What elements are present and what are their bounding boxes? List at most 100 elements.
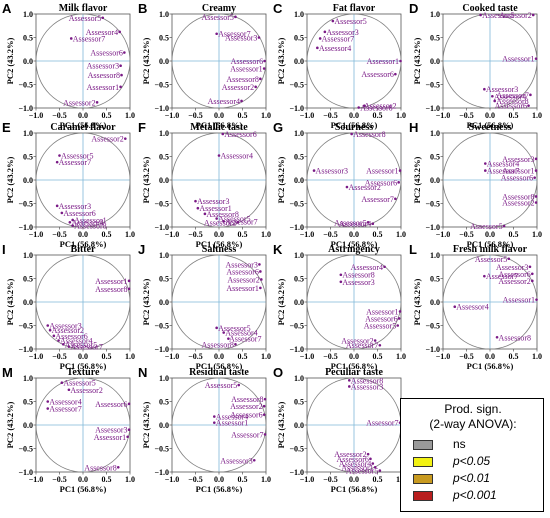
loading-label-assessor7: Assessor7 bbox=[73, 34, 105, 43]
y-tick-label: 1.0 bbox=[294, 10, 304, 19]
loading-label-assessor3: Assessor3 bbox=[225, 260, 257, 269]
loading-point-assessor8 bbox=[127, 287, 131, 291]
legend-title-line2: (2-way ANOVA): bbox=[429, 417, 517, 431]
loading-label-assessor2: Assessor2 bbox=[364, 102, 396, 111]
x-tick-label: 1.0 bbox=[532, 230, 542, 239]
loading-point-assessor5 bbox=[237, 383, 241, 387]
x-tick-label: −1.0 bbox=[300, 475, 315, 484]
y-tick-label: −1.0 bbox=[425, 104, 440, 113]
loading-label-assessor7: Assessor7 bbox=[346, 341, 378, 350]
y-axis-label: PC2 (43.2%) bbox=[5, 278, 15, 325]
panel-letter: L bbox=[409, 242, 417, 257]
loading-point-assessor3 bbox=[46, 324, 50, 327]
panel-letter: H bbox=[409, 120, 418, 135]
panel-letter: K bbox=[273, 242, 283, 257]
panel-c-fat-flavor: C Fat flavor −1.0−1.0 −0.5 −0.5 0.0 0.0 0.5 0.5 1… bbox=[273, 1, 406, 130]
y-tick-label: 0.0 bbox=[294, 57, 304, 66]
loading-point-assessor6 bbox=[123, 51, 126, 54]
x-tick-label: 1.0 bbox=[261, 111, 271, 120]
y-tick-label: 0.0 bbox=[159, 176, 169, 185]
y-tick-label: 0.5 bbox=[294, 34, 304, 43]
panel-title: Metallic taste bbox=[190, 122, 248, 133]
loading-point-assessor7 bbox=[318, 37, 322, 40]
x-tick-label: 0.5 bbox=[373, 111, 383, 120]
x-tick-label: −1.0 bbox=[436, 111, 451, 120]
panel-letter: I bbox=[2, 242, 6, 257]
loading-point-assessor5 bbox=[215, 217, 218, 220]
y-tick-label: −1.0 bbox=[425, 345, 440, 354]
x-tick-label: 1.0 bbox=[261, 475, 271, 484]
loading-point-assessor8 bbox=[534, 195, 538, 198]
y-tick-label: −0.5 bbox=[154, 81, 169, 90]
loading-label-assessor4: Assessor4 bbox=[60, 337, 92, 346]
y-tick-label: −0.5 bbox=[18, 322, 33, 331]
x-tick-label: 0.5 bbox=[238, 230, 248, 239]
panel-letter: J bbox=[138, 242, 145, 257]
loading-point-assessor8 bbox=[348, 379, 351, 382]
loading-point-assessor1 bbox=[262, 67, 266, 70]
x-tick-label: −0.5 bbox=[188, 111, 203, 120]
panel-a-milk-flavor: A Milk flavor −1.0−1.0 −0.5 −0.5 0.0 0.0 0.5 0.5… bbox=[2, 1, 135, 130]
loading-point-assessor7 bbox=[529, 93, 532, 97]
loading-point-assessor4 bbox=[383, 265, 386, 269]
loading-point-assessor3 bbox=[312, 169, 316, 172]
y-axis-label: PC2 (43.2%) bbox=[5, 156, 15, 203]
legend-swatch-p0001 bbox=[413, 491, 433, 501]
loading-point-assessor3 bbox=[534, 157, 538, 161]
loading-point-assessor4 bbox=[57, 339, 60, 342]
loading-label-assessor4: Assessor4 bbox=[494, 92, 526, 101]
loading-label-assessor5: Assessor5 bbox=[334, 17, 366, 26]
loading-label-assessor8: Assessor8 bbox=[88, 71, 120, 80]
loading-point-assessor4 bbox=[484, 162, 487, 165]
y-axis-label: PC2 (43.2%) bbox=[276, 156, 286, 203]
y-tick-label: −0.5 bbox=[425, 322, 440, 331]
loading-label-assessor3: Assessor3 bbox=[220, 456, 252, 465]
loading-point-assessor8 bbox=[339, 273, 343, 277]
panel-f-metallic-taste: F Metallic taste −1.0−1.0 −0.5 −0.5 0.0 0.0 0.5… bbox=[138, 120, 271, 249]
y-axis-label: PC2 (43.2%) bbox=[5, 401, 15, 448]
x-tick-label: 0.0 bbox=[485, 111, 495, 120]
y-tick-label: 0.5 bbox=[159, 398, 169, 407]
loading-point-assessor5 bbox=[502, 224, 506, 228]
x-tick-label: 1.0 bbox=[125, 111, 135, 120]
x-tick-label: 0.5 bbox=[509, 352, 519, 361]
loading-label-assessor8: Assessor8 bbox=[74, 222, 106, 231]
loading-label-assessor2: Assessor2 bbox=[498, 277, 530, 286]
loading-label-assessor3: Assessor3 bbox=[351, 382, 383, 391]
loading-label-assessor5: Assessor5 bbox=[218, 215, 250, 224]
y-tick-label: 1.0 bbox=[23, 374, 33, 383]
loading-point-assessor8 bbox=[263, 397, 267, 401]
loading-label-assessor5: Assessor5 bbox=[475, 255, 507, 264]
loading-point-assessor2 bbox=[534, 201, 538, 204]
loading-point-assessor2 bbox=[67, 388, 71, 392]
x-tick-label: 0.0 bbox=[214, 352, 224, 361]
loading-label-assessor5: Assessor5 bbox=[364, 322, 396, 331]
loading-label-assessor8: Assessor8 bbox=[342, 271, 374, 280]
loading-label-assessor3: Assessor3 bbox=[342, 278, 374, 287]
loading-point-assessor2 bbox=[254, 85, 257, 89]
loading-label-assessor1: Assessor1 bbox=[226, 284, 258, 293]
x-tick-label: −0.5 bbox=[459, 230, 474, 239]
loading-point-assessor5 bbox=[234, 15, 237, 19]
y-tick-label: 1.0 bbox=[23, 251, 33, 260]
loading-label-assessor7: Assessor7 bbox=[361, 195, 393, 204]
loading-point-assessor1 bbox=[534, 57, 538, 60]
x-tick-label: 1.0 bbox=[396, 230, 406, 239]
x-tick-label: 0.0 bbox=[349, 230, 359, 239]
loading-label-assessor8: Assessor8 bbox=[499, 333, 531, 342]
loading-label-assessor1: Assessor1 bbox=[341, 463, 373, 472]
loading-point-assessor1 bbox=[127, 279, 131, 283]
y-tick-label: −1.0 bbox=[289, 468, 304, 477]
loading-label-assessor8: Assessor8 bbox=[351, 376, 383, 385]
x-tick-label: −1.0 bbox=[436, 230, 451, 239]
x-axis-label: PC1 (56.8%) bbox=[467, 120, 514, 130]
loading-label-assessor8: Assessor8 bbox=[226, 75, 258, 84]
x-tick-label: 1.0 bbox=[396, 111, 406, 120]
loading-point-assessor7 bbox=[484, 169, 487, 172]
y-tick-label: 1.0 bbox=[294, 251, 304, 260]
loading-point-assessor1 bbox=[71, 218, 74, 222]
x-axis-label: PC1 (56.8%) bbox=[196, 239, 243, 249]
x-tick-label: −0.5 bbox=[323, 230, 338, 239]
loading-point-assessor2 bbox=[124, 137, 127, 140]
loading-label-assessor2: Assessor2 bbox=[222, 83, 254, 92]
